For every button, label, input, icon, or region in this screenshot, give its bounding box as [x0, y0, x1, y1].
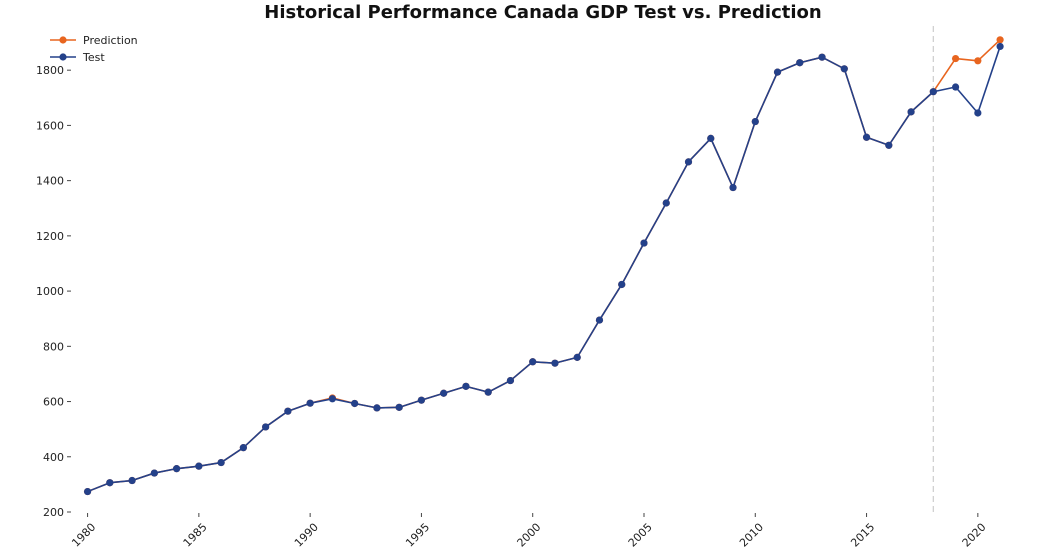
data-point-test [573, 353, 581, 361]
y-tick-label: 1400 [36, 175, 64, 188]
data-point-test [551, 359, 559, 367]
data-point-test [351, 399, 359, 408]
y-tick-label: 1800 [36, 64, 64, 77]
data-point-test [440, 389, 448, 397]
data-point-test [262, 423, 270, 431]
series-line-test [87, 46, 1001, 493]
x-tick-label: 2005 [626, 521, 655, 550]
data-point-test [306, 399, 314, 407]
y-tick-label: 600 [43, 396, 64, 409]
data-point-test [840, 65, 848, 73]
data-point-test [328, 395, 337, 403]
x-tick-label: 2015 [848, 521, 877, 550]
data-point-test [796, 59, 804, 67]
data-point-test [818, 53, 826, 61]
data-point-test [951, 83, 960, 91]
data-point-test [150, 469, 158, 477]
series-prediction [83, 36, 1004, 496]
data-point-test [484, 388, 492, 396]
data-point-test [751, 117, 759, 126]
data-point-test [417, 396, 426, 404]
data-point-prediction [996, 36, 1004, 44]
y-axis: 200 400 600 800 1000 1200 1400 1600 1800 [36, 64, 71, 519]
y-tick-label: 1200 [36, 230, 64, 243]
data-point-test [640, 239, 648, 247]
x-tick-label: 1995 [403, 521, 432, 550]
legend-swatch-marker [59, 53, 67, 61]
data-point-test [618, 280, 626, 289]
series-test [83, 42, 1004, 496]
data-point-test [195, 462, 203, 470]
x-tick-label: 1990 [292, 521, 321, 550]
data-point-test [907, 108, 915, 116]
legend-item-test: Test [50, 51, 105, 64]
series-line-prediction [87, 39, 1001, 493]
y-tick-label: 800 [43, 340, 64, 353]
x-tick-label: 2020 [960, 521, 989, 550]
data-point-test [217, 458, 225, 467]
data-point-test [707, 134, 715, 142]
legend-item-prediction: Prediction [50, 34, 138, 47]
y-tick-label: 1600 [36, 119, 64, 132]
data-point-test [529, 358, 537, 366]
legend: Prediction Test [50, 34, 138, 64]
data-point-test [128, 476, 136, 485]
data-point-test [284, 407, 292, 415]
data-point-test [239, 444, 247, 452]
data-point-test [996, 42, 1004, 51]
legend-swatch-marker [59, 36, 67, 44]
x-tick-label: 1980 [69, 521, 98, 550]
data-point-test [173, 465, 181, 473]
data-point-test [373, 404, 381, 412]
data-point-prediction [974, 57, 982, 65]
data-point-prediction [951, 54, 960, 63]
x-axis: 1980 1985 1990 1995 2000 2005 2010 2015 2020 [69, 513, 989, 550]
data-point-test [395, 403, 403, 411]
data-point-test [662, 199, 670, 207]
data-point-test [506, 376, 515, 385]
data-point-test [83, 487, 92, 496]
data-point-test [974, 109, 982, 117]
data-point-test [862, 133, 871, 141]
series-layer [83, 36, 1004, 496]
y-tick-label: 200 [43, 506, 64, 519]
data-point-test [929, 88, 937, 96]
data-point-test [595, 316, 604, 324]
chart-title: Historical Performance Canada GDP Test v… [264, 2, 821, 23]
data-point-test [773, 68, 782, 76]
y-tick-label: 400 [43, 451, 64, 464]
x-tick-label: 2000 [514, 521, 543, 550]
legend-label: Test [82, 51, 105, 64]
data-point-test [729, 183, 737, 192]
legend-label: Prediction [83, 34, 138, 47]
y-tick-label: 1000 [36, 285, 64, 298]
x-tick-label: 2010 [737, 521, 766, 550]
data-point-test [885, 141, 893, 149]
data-point-test [106, 479, 114, 487]
x-tick-label: 1985 [181, 521, 210, 550]
data-point-test [462, 382, 470, 390]
data-point-test [684, 158, 693, 166]
